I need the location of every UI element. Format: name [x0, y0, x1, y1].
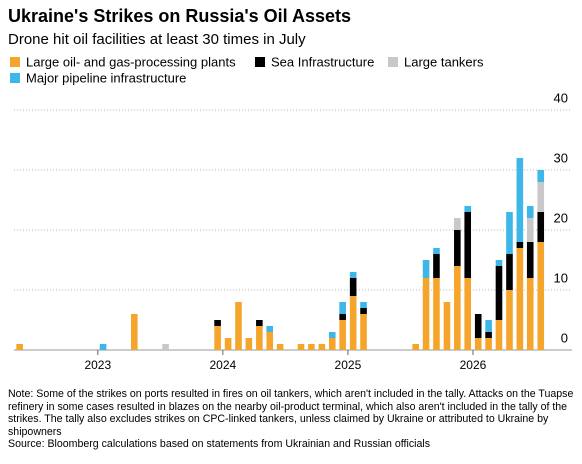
- bar-segment: [537, 182, 545, 212]
- bar-segment: [474, 314, 482, 338]
- bar-segment: [328, 332, 336, 338]
- bar-segment: [526, 206, 534, 218]
- bar-segment: [537, 170, 545, 182]
- bar-segment: [516, 242, 524, 248]
- bar-segment: [214, 326, 221, 350]
- bar-segment: [297, 344, 305, 350]
- bar-segment: [162, 344, 169, 350]
- legend-swatch: [255, 57, 265, 67]
- note: Note: Some of the strikes on ports resul…: [8, 388, 574, 438]
- chart-title: Ukraine's Strikes on Russia's Oil Assets: [8, 6, 351, 26]
- bar-segment: [360, 308, 367, 314]
- bar-segment: [349, 296, 357, 350]
- x-tick-label: 2025: [335, 358, 362, 372]
- bar-segment: [308, 344, 315, 350]
- bar-segment: [454, 266, 461, 350]
- bar-segment: [349, 278, 357, 296]
- source: Source: Bloomberg calculations based on …: [8, 438, 431, 451]
- y-tick-label: 30: [554, 150, 568, 165]
- bar-segment: [526, 218, 534, 242]
- bar-segment: [256, 320, 263, 326]
- bar-segment: [506, 290, 513, 350]
- bar-segment: [256, 326, 263, 350]
- bar-segment: [464, 206, 472, 212]
- bar-segment: [16, 344, 23, 350]
- legend-label: Large tankers: [404, 54, 484, 69]
- bar-segment: [506, 254, 513, 290]
- bar-segment: [495, 320, 503, 350]
- bar-segment: [464, 212, 472, 278]
- chart-subtitle: Drone hit oil facilities at least 30 tim…: [8, 31, 306, 48]
- x-tick-label: 2024: [209, 358, 236, 372]
- bar-segment: [454, 230, 461, 266]
- bar-segment: [266, 326, 274, 332]
- bar-segment: [516, 248, 524, 350]
- bar-segment: [433, 278, 440, 350]
- bar-segment: [526, 278, 534, 350]
- bar-segment: [495, 260, 503, 266]
- bar-segment: [433, 254, 440, 278]
- bar-segment: [339, 320, 346, 350]
- bar-segment: [443, 302, 451, 350]
- bar-segment: [214, 320, 221, 326]
- bar-segment: [433, 248, 440, 254]
- y-tick-label: 20: [554, 210, 568, 225]
- bar-segment: [360, 314, 367, 350]
- bar-segment: [464, 278, 472, 350]
- bar-segment: [495, 266, 503, 320]
- legend-label: Sea Infrastructure: [271, 54, 374, 69]
- bar-segment: [516, 158, 524, 242]
- bar-segment: [328, 338, 336, 350]
- bar-segment: [339, 302, 346, 314]
- bar-segment: [537, 242, 545, 350]
- chart: Ukraine's Strikes on Russia's Oil Assets…: [8, 6, 572, 372]
- bar-segment: [131, 314, 138, 350]
- bar-segment: [224, 338, 232, 350]
- bar-segment: [485, 338, 492, 350]
- bar-segment: [485, 332, 492, 338]
- y-tick-label: 40: [554, 90, 568, 105]
- y-tick-label: 0: [561, 330, 568, 345]
- legend-swatch: [10, 73, 20, 83]
- bar-segment: [474, 338, 482, 350]
- bar-segment: [412, 344, 419, 350]
- x-tick-label: 2023: [84, 358, 111, 372]
- bar-segment: [360, 302, 367, 308]
- legend-label: Major pipeline infrastructure: [26, 70, 186, 85]
- bar-segment: [454, 218, 461, 230]
- bar-segment: [526, 242, 534, 278]
- bar-segment: [245, 338, 253, 350]
- bar-segment: [422, 278, 430, 350]
- bar-segment: [339, 314, 346, 320]
- bar-segment: [506, 212, 513, 254]
- bar-segment: [318, 344, 326, 350]
- legend-label: Large oil- and gas-processing plants: [26, 54, 236, 69]
- bar-segment: [99, 344, 107, 350]
- y-tick-label: 10: [554, 270, 568, 285]
- bar-segment: [422, 260, 430, 278]
- x-tick-label: 2026: [460, 358, 487, 372]
- bar-segment: [485, 320, 492, 332]
- legend-swatch: [10, 57, 20, 67]
- bar-segment: [349, 272, 357, 278]
- legend-swatch: [388, 57, 398, 67]
- bar-segment: [235, 302, 242, 350]
- bar-segment: [266, 332, 274, 350]
- bar-segment: [276, 344, 284, 350]
- bar-segment: [537, 212, 545, 242]
- notes: Note: Some of the strikes on ports resul…: [8, 388, 574, 451]
